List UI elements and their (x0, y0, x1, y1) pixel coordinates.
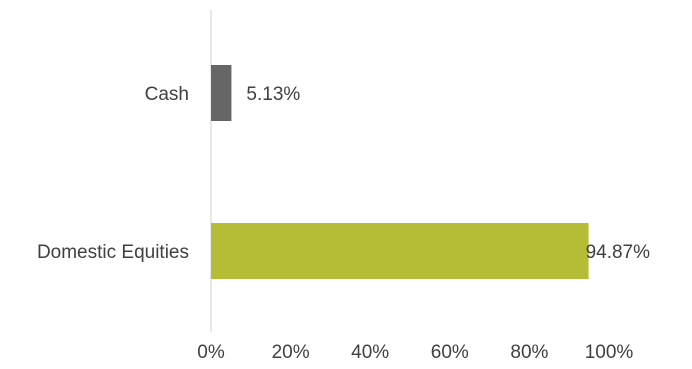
x-tick-label: 80% (510, 342, 548, 363)
x-tick-label: 100% (585, 342, 634, 363)
category-label-domestic-equities: Domestic Equities (37, 242, 189, 263)
data-label-cash: 5.13% (246, 84, 300, 105)
bar-domestic-equities (211, 223, 589, 279)
data-label-domestic-equities: 94.87% (586, 242, 651, 263)
x-tick-label: 20% (272, 342, 310, 363)
x-tick-label: 0% (197, 342, 225, 363)
x-tick-label: 40% (351, 342, 389, 363)
category-label-cash: Cash (145, 84, 189, 105)
bar-cash (211, 65, 232, 121)
x-tick-label: 60% (431, 342, 469, 363)
